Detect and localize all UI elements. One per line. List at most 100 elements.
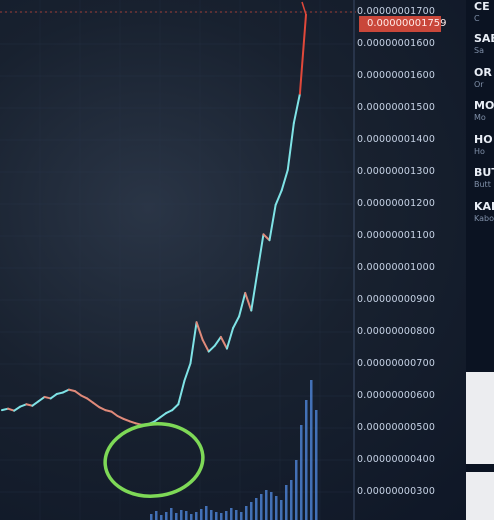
price-segment bbox=[189, 321, 198, 365]
price-label: 0.00000001200 bbox=[357, 198, 436, 209]
price-segment bbox=[37, 395, 46, 403]
price-segment bbox=[153, 416, 162, 423]
price-segment bbox=[183, 362, 192, 382]
volume-bar bbox=[220, 513, 223, 520]
volume-bar bbox=[225, 511, 228, 520]
side-card[interactable] bbox=[466, 472, 494, 520]
token-name: Butt bbox=[474, 180, 491, 189]
price-segment bbox=[225, 327, 235, 350]
volume-bar bbox=[165, 512, 168, 520]
price-segment bbox=[80, 394, 89, 400]
price-segment bbox=[250, 271, 259, 312]
price-spike bbox=[301, 1, 307, 15]
price-segment bbox=[61, 388, 70, 394]
price-segment bbox=[268, 204, 277, 242]
volume-bar bbox=[270, 492, 273, 520]
token-list-item[interactable]: CE C bbox=[474, 0, 494, 23]
token-symbol: MO bbox=[474, 99, 494, 112]
volume-bar bbox=[190, 514, 193, 520]
token-name: Kabo bbox=[474, 214, 494, 223]
price-label: 0.00000001700 bbox=[357, 6, 436, 17]
token-list-item[interactable]: BUT Butt bbox=[474, 166, 494, 189]
price-segment bbox=[49, 393, 58, 400]
price-segment bbox=[25, 403, 34, 407]
price-segment bbox=[232, 315, 241, 330]
volume-bar bbox=[250, 502, 253, 520]
volume-bar bbox=[205, 506, 208, 520]
price-segment bbox=[280, 168, 289, 192]
token-list-item[interactable]: SAB Sa bbox=[474, 32, 494, 55]
token-symbol: HO bbox=[474, 133, 493, 146]
token-list-item[interactable]: KAB Kabo bbox=[474, 200, 494, 223]
volume-bar bbox=[230, 508, 233, 520]
price-segment bbox=[274, 189, 283, 207]
price-segment bbox=[13, 405, 22, 412]
price-segment bbox=[177, 379, 186, 406]
volume-bar bbox=[185, 511, 188, 520]
price-segment bbox=[43, 395, 52, 400]
volume-bar bbox=[180, 510, 183, 520]
price-segment bbox=[98, 406, 107, 412]
token-symbol: SAB bbox=[474, 32, 494, 45]
price-segment bbox=[262, 233, 271, 242]
volume-bar bbox=[155, 511, 158, 520]
price-segment bbox=[19, 403, 28, 408]
price-label: 0.00000000400 bbox=[357, 454, 436, 465]
price-segment bbox=[159, 412, 168, 419]
price-label: 0.00000000700 bbox=[357, 358, 436, 369]
volume-bar bbox=[265, 490, 268, 520]
token-symbol: BUT bbox=[474, 166, 494, 179]
price-segment bbox=[122, 417, 131, 423]
price-segment bbox=[7, 407, 16, 412]
token-symbol: CE bbox=[474, 0, 490, 13]
price-label: 0.00000000500 bbox=[357, 422, 436, 433]
price-segment bbox=[292, 92, 301, 125]
price-segment bbox=[171, 403, 180, 412]
volume-bar bbox=[160, 515, 163, 520]
price-label: 0.00000001600 bbox=[357, 38, 436, 49]
token-symbol: OR bbox=[474, 66, 492, 79]
price-label: 0.00000001100 bbox=[357, 230, 436, 241]
volume-bar bbox=[300, 425, 303, 520]
price-label: 0.00000000600 bbox=[357, 390, 436, 401]
volume-bar bbox=[260, 494, 263, 520]
price-label: 0.00000000800 bbox=[357, 326, 436, 337]
token-list-item[interactable]: MO Mo bbox=[474, 99, 494, 122]
price-label: 0.00000001000 bbox=[357, 262, 436, 273]
price-segment bbox=[238, 291, 247, 318]
price-segment bbox=[31, 400, 40, 407]
price-segment bbox=[92, 401, 101, 409]
volume-bar bbox=[280, 500, 283, 520]
volume-bar bbox=[305, 400, 308, 520]
token-list-item[interactable]: OR Or bbox=[474, 66, 494, 89]
volume-bar bbox=[150, 514, 153, 520]
volume-bar bbox=[200, 509, 203, 520]
volume-bar bbox=[175, 513, 178, 520]
volume-bar bbox=[235, 510, 238, 520]
token-name: C bbox=[474, 14, 480, 23]
volume-bar bbox=[310, 380, 313, 520]
volume-bar bbox=[245, 506, 248, 520]
volume-bar bbox=[215, 512, 218, 520]
price-segment bbox=[104, 409, 113, 413]
token-name: Sa bbox=[474, 46, 484, 55]
price-segment bbox=[73, 390, 83, 397]
price-segment bbox=[165, 409, 174, 415]
side-card[interactable] bbox=[466, 372, 494, 464]
price-segment bbox=[244, 291, 253, 312]
price-segment bbox=[67, 388, 76, 393]
price-label: 0.00000000900 bbox=[357, 294, 436, 305]
volume-bar bbox=[295, 460, 298, 520]
price-segment bbox=[286, 122, 295, 171]
token-name: Mo bbox=[474, 113, 486, 122]
highlight-circle bbox=[103, 422, 205, 498]
price-segment bbox=[110, 410, 119, 417]
price-segment bbox=[298, 13, 307, 95]
token-name: Ho bbox=[474, 147, 485, 156]
volume-bar bbox=[170, 508, 173, 520]
volume-bar bbox=[315, 410, 318, 520]
token-list-item[interactable]: HO Ho bbox=[474, 133, 494, 156]
price-segment bbox=[86, 397, 95, 404]
